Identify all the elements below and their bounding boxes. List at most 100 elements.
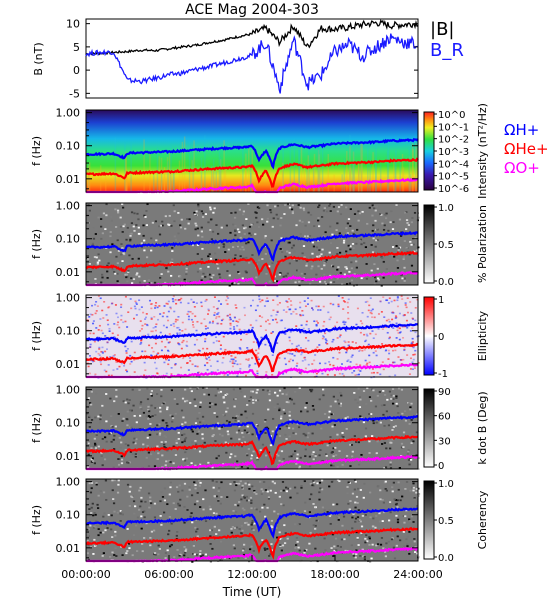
spectrogram-pixel	[165, 447, 168, 449]
ellipticity-pixel	[178, 332, 181, 334]
spectrogram-pixel	[224, 251, 227, 253]
spectrogram-pixel	[282, 504, 285, 507]
ellipticity-pixel	[145, 316, 148, 319]
spectrogram-streak	[394, 158, 396, 192]
spectrogram-pixel	[365, 263, 368, 265]
ellipticity-pixel	[216, 307, 219, 310]
ellipticity-pixel	[194, 365, 197, 367]
spectrogram-pixel	[147, 465, 151, 468]
spectrogram-pixel	[403, 280, 406, 282]
ellipticity-pixel	[264, 343, 267, 346]
spectrogram-pixel	[95, 256, 98, 259]
spectrogram-pixel	[278, 459, 281, 462]
ellipticity-pixel	[271, 319, 274, 321]
ellipticity-ylabel: f (Hz)	[30, 321, 43, 351]
spectrogram-pixel	[403, 465, 406, 468]
ellipticity-pixel	[370, 312, 373, 315]
ellipticity-pixel	[100, 363, 103, 366]
ellipticity-pixel	[258, 295, 261, 298]
spectrogram-pixel	[409, 408, 412, 411]
spectrogram-pixel	[225, 419, 229, 422]
spectrogram-pixel	[365, 534, 368, 537]
ellipticity-pixel	[103, 301, 106, 303]
ellipticity-pixel	[205, 298, 208, 301]
spectrogram-pixel	[240, 524, 243, 527]
spectrogram-pixel	[237, 557, 240, 559]
ellipticity-pixel	[409, 301, 412, 303]
colorbar-tick-label: 30	[438, 436, 451, 447]
spectrogram-pixel	[312, 503, 315, 505]
spectrogram-pixel	[202, 419, 205, 422]
x-axis-label: Time (UT)	[222, 585, 282, 599]
ellipticity-pixel	[216, 308, 219, 310]
ellipticity-pixel	[359, 364, 362, 366]
ellipticity-pixel	[189, 360, 192, 362]
ellipticity-pixel	[186, 345, 189, 347]
spectrogram-pixel	[416, 249, 419, 252]
spectrogram-pixel	[218, 242, 221, 245]
spectrogram-pixel	[138, 508, 141, 511]
spectrogram-pixel	[417, 493, 421, 495]
spectrogram-pixel	[345, 227, 348, 230]
spectrogram-pixel	[407, 402, 410, 405]
spectrogram-pixel	[149, 416, 152, 418]
ellipticity-pixel	[385, 319, 388, 322]
ellipticity-pixel	[414, 331, 417, 334]
spectrogram-pixel	[223, 244, 226, 246]
ellipticity-pixel	[344, 341, 347, 344]
spectrogram-pixel	[160, 491, 163, 493]
spectrogram-pixel	[314, 455, 317, 457]
spectrogram-pixel	[139, 406, 142, 409]
spectrogram-pixel	[102, 212, 106, 215]
spectrogram-pixel	[233, 489, 237, 492]
ellipticity-pixel	[223, 374, 226, 376]
spectrogram-pixel	[388, 390, 392, 393]
ellipticity-pixel	[200, 301, 203, 304]
spectrogram-pixel	[236, 460, 239, 463]
legend-he: ΩHe+	[504, 140, 549, 158]
ellipticity-pixel	[130, 340, 133, 343]
ellipticity-pixel	[289, 352, 292, 355]
ellipticity-pixel	[361, 349, 364, 352]
spectrogram-pixel	[387, 424, 391, 427]
spectrogram-pixel	[328, 509, 331, 512]
spectrogram-pixel	[126, 226, 129, 229]
spectrogram-pixel	[389, 467, 393, 469]
coherency-colorbar-label: Coherency	[476, 490, 489, 549]
ellipticity-pixel	[342, 300, 345, 302]
spectrogram-pixel	[411, 217, 414, 219]
spectrogram-pixel	[112, 438, 115, 441]
spectrogram-pixel	[222, 246, 225, 248]
spectrogram-pixel	[296, 540, 299, 543]
ellipticity-pixel	[324, 338, 327, 340]
spectrogram-pixel	[356, 228, 359, 231]
spectrogram-pixel	[285, 486, 288, 489]
ellipticity-pixel	[217, 322, 220, 325]
ellipticity-pixel	[118, 365, 121, 368]
ellipticity-pixel	[257, 358, 260, 361]
spectrogram-pixel	[346, 416, 349, 418]
spectrogram-pixel	[287, 487, 290, 490]
spectrogram-pixel	[204, 553, 207, 556]
spectrogram-pixel	[104, 436, 107, 439]
spectrogram-pixel	[179, 224, 182, 227]
spectrogram-pixel	[223, 401, 226, 404]
ellipticity-pixel	[260, 342, 263, 345]
spectrogram-pixel	[238, 231, 241, 233]
spectrogram-streak	[327, 154, 330, 192]
spectrogram-pixel	[228, 421, 231, 424]
ellipticity-pixel	[248, 364, 251, 366]
b-ytick-label: 5	[73, 41, 80, 54]
ellipticity-pixel	[87, 365, 90, 368]
spectrogram-pixel	[382, 413, 385, 416]
spectrogram-pixel	[143, 516, 146, 519]
ellipticity-pixel	[226, 303, 229, 305]
ellipticity-pixel	[265, 300, 268, 303]
spectrogram-pixel	[143, 214, 146, 217]
spectrogram-pixel	[147, 417, 150, 420]
he-cyclotron-line	[85, 526, 419, 560]
spectrogram-pixel	[160, 441, 163, 444]
spectrogram-pixel	[340, 204, 343, 206]
spectrogram-pixel	[326, 210, 329, 213]
ellipticity-pixel	[257, 352, 260, 355]
